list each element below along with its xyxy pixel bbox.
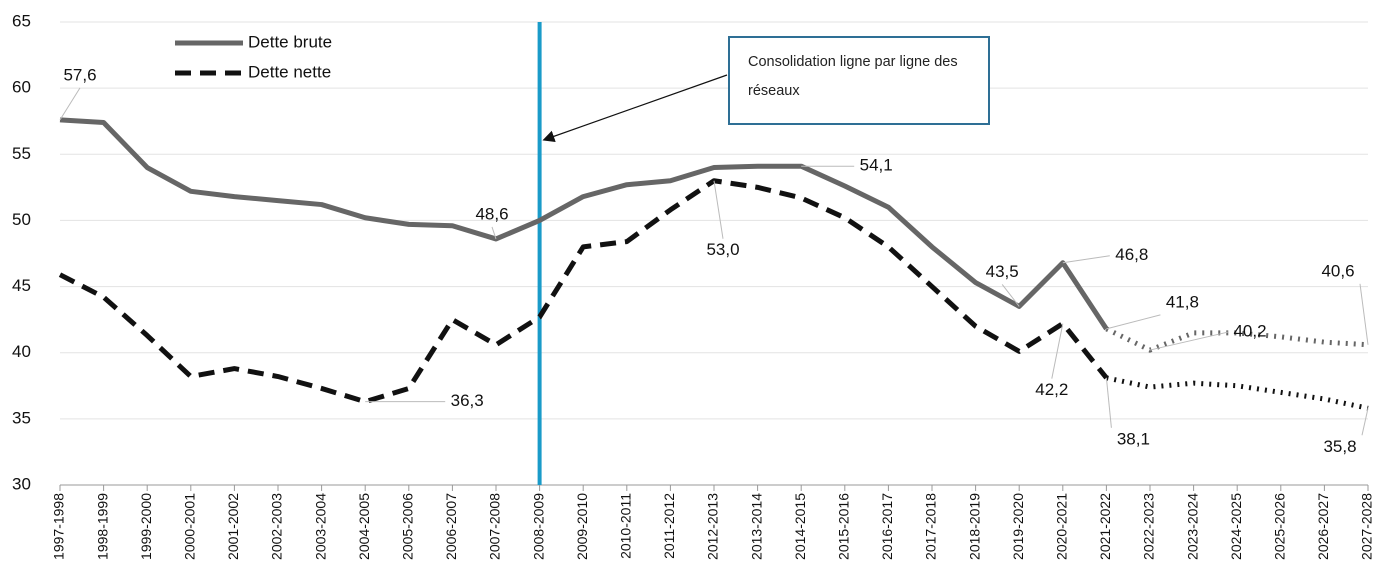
- x-tick-label: 2015-2016: [836, 493, 852, 560]
- x-tick-label: 2020-2021: [1054, 493, 1070, 560]
- x-tick-label: 2000-2001: [182, 493, 198, 560]
- x-tick-label: 2008-2009: [530, 493, 546, 560]
- leader-line: [1149, 331, 1229, 351]
- data-label: 57,6: [63, 65, 96, 84]
- y-tick-label: 30: [12, 474, 31, 493]
- x-tick-label: 1997-1998: [51, 493, 67, 560]
- annotation: Consolidation ligne par ligne des réseau…: [728, 36, 990, 125]
- data-label: 53,0: [706, 240, 739, 259]
- x-tick-label: 2005-2006: [400, 493, 416, 560]
- series-line: [59, 117, 1109, 331]
- x-tick-label: 2017-2018: [923, 493, 939, 560]
- y-tick-label: 40: [12, 342, 31, 361]
- series-line: [58, 178, 1109, 405]
- data-label: 41,8: [1166, 292, 1199, 311]
- y-tick-label: 55: [12, 144, 31, 163]
- data-label: 54,1: [860, 156, 893, 175]
- x-tick-label: 2027-2028: [1359, 493, 1375, 560]
- x-tick-label: 2024-2025: [1228, 493, 1244, 560]
- data-label: 40,6: [1321, 261, 1354, 280]
- x-tick-label: 2013-2014: [748, 493, 764, 560]
- x-tick-label: 2003-2004: [312, 493, 328, 560]
- x-tick-label: 2007-2008: [487, 493, 503, 560]
- legend-label: Dette brute: [248, 32, 332, 51]
- x-tick-label: 2002-2003: [269, 493, 285, 560]
- leader-line: [1105, 377, 1112, 428]
- x-tick-label: 2012-2013: [705, 493, 721, 560]
- x-tick-label: 2011-2012: [661, 493, 677, 559]
- y-tick-label: 60: [12, 78, 31, 97]
- x-tick-label: 2010-2011: [618, 493, 634, 559]
- leader-line: [59, 87, 81, 121]
- leader-line: [1359, 283, 1369, 345]
- y-tick-label: 45: [12, 276, 31, 295]
- x-tick-label: 2026-2027: [1315, 493, 1331, 560]
- leader-line: [1106, 314, 1161, 330]
- data-label: 36,3: [451, 391, 484, 410]
- leader-line: [1001, 284, 1020, 307]
- data-label: 35,8: [1323, 437, 1356, 456]
- x-tick-label: 2014-2015: [792, 493, 808, 560]
- x-tick-label: 1998-1999: [94, 493, 110, 560]
- x-tick-label: 1999-2000: [138, 493, 154, 560]
- forecast-line: [1105, 375, 1369, 411]
- data-label: 38,1: [1117, 429, 1150, 448]
- data-label: 48,6: [475, 204, 508, 223]
- leader-line: [1051, 323, 1064, 379]
- x-tick-label: 2016-2017: [879, 493, 895, 560]
- leader-line: [1361, 408, 1369, 436]
- x-tick-label: 2025-2026: [1272, 493, 1288, 560]
- annotation-arrow: [542, 74, 728, 143]
- y-tick-label: 35: [12, 408, 31, 427]
- data-label: 42,2: [1035, 380, 1068, 399]
- leader-line: [491, 226, 497, 240]
- x-tick-label: 2019-2020: [1010, 493, 1026, 560]
- x-tick-label: 2018-2019: [966, 493, 982, 560]
- x-tick-label: 2009-2010: [574, 493, 590, 560]
- y-tick-label: 50: [12, 210, 31, 229]
- x-tick-label: 2001-2002: [225, 493, 241, 560]
- x-tick-label: 2022-2023: [1141, 493, 1157, 560]
- legend-label: Dette nette: [248, 62, 331, 81]
- forecast-line: [1105, 326, 1369, 353]
- data-label: 43,5: [986, 262, 1019, 281]
- y-tick-label: 65: [12, 11, 31, 30]
- leader-line: [1062, 255, 1110, 264]
- x-tick-label: 2023-2024: [1184, 493, 1200, 560]
- x-tick-label: 2006-2007: [443, 493, 459, 560]
- data-label: 46,8: [1115, 245, 1148, 264]
- x-tick-label: 2021-2022: [1097, 493, 1113, 560]
- x-tick-label: 2004-2005: [356, 493, 372, 560]
- data-label: 40,2: [1233, 322, 1266, 341]
- leader-line: [713, 180, 724, 239]
